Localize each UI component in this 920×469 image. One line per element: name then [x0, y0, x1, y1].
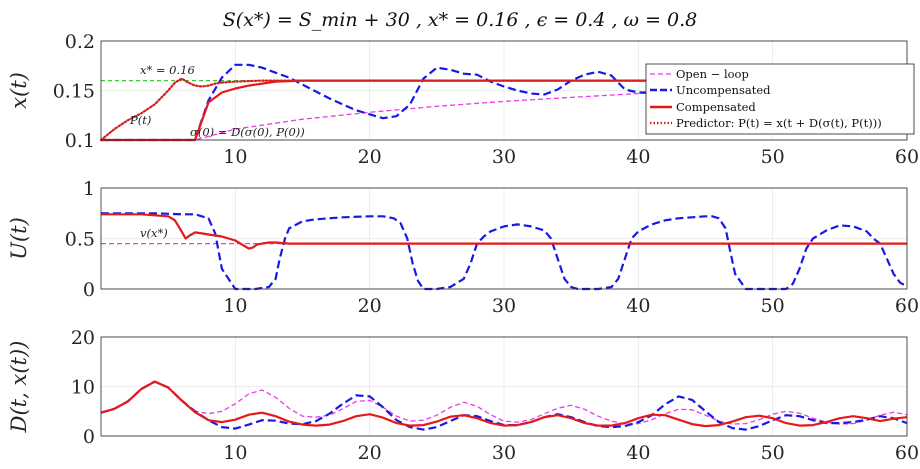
x-tick-label: 60: [895, 146, 919, 168]
y-tick-label: 0: [83, 279, 95, 301]
x-tick-label: 10: [223, 295, 247, 317]
x-tick-label: 60: [895, 442, 919, 464]
legend-label-open-loop: Open − loop: [676, 67, 749, 81]
x-tick-label: 50: [761, 146, 785, 168]
panel-u: 10 20 30 40 50 60 0 0.5 1 U(t) v(x*): [7, 178, 919, 317]
legend-label-uncompensated: Uncompensated: [676, 83, 771, 97]
y-axis-label: x(t): [7, 72, 31, 109]
y-tick-label: 0.2: [65, 31, 95, 53]
x-tick-label: 30: [492, 442, 516, 464]
axes-frame: [100, 336, 908, 437]
annotation-p: P(t): [129, 113, 151, 127]
panel-x: 10 20 30 40 50 60 0.1 0.15 0.2 x(t) x* = 0.16 P(…: [7, 31, 919, 168]
tick-labels: 10 20 30 40 50 60 0 10 20: [71, 327, 919, 464]
series-line-uncompensated: [101, 212, 908, 291]
x-tick-label: 30: [492, 146, 516, 168]
series-line-compensated: [100, 380, 908, 428]
y-tick-label: 0.5: [65, 229, 95, 251]
y-tick-label: 0.1: [65, 130, 95, 152]
x-tick-label: 50: [761, 442, 785, 464]
x-tick-label: 10: [223, 442, 247, 464]
y-tick-label: 0: [83, 426, 95, 448]
x-tick-label: 20: [358, 146, 382, 168]
tick-labels: 10 20 30 40 50 60 0.1 0.15 0.2: [53, 31, 919, 168]
legend-label-compensated: Compensated: [676, 100, 756, 114]
x-tick-label: 30: [492, 295, 516, 317]
annotation-v: v(x*): [140, 226, 168, 240]
legend-box: [645, 63, 915, 135]
series-line-predictor-p-t-x-t-d-t-p-t: [99, 77, 909, 142]
legend-label-predictor: Predictor: P(t) = x(t + D(σ(t), P(t))): [676, 116, 882, 130]
x-tick-label: 60: [895, 295, 919, 317]
x-tick-label: 50: [761, 295, 785, 317]
series-line-compensated: [101, 213, 907, 250]
panel-d: 10 20 30 40 50 60 0 10 20 D(t, x(t)): [7, 327, 919, 464]
x-tick-label: 40: [626, 442, 650, 464]
series-group: [100, 380, 908, 431]
y-tick-label: 10: [71, 377, 95, 399]
y-tick-label: 1: [83, 178, 95, 200]
y-axis-label: U(t): [7, 217, 31, 260]
x-tick-label: 20: [358, 295, 382, 317]
y-tick-label: 0.15: [53, 81, 95, 103]
legend: Open − loop Uncompensated Compensated Pr…: [645, 63, 915, 135]
figure-title: S(x*) = S_min + 30 , x* = 0.16 , ϵ = 0.4…: [223, 9, 698, 31]
annotation-sigma: σ(0) = D(σ(0), P(0)): [190, 125, 305, 139]
x-tick-label: 40: [626, 146, 650, 168]
annotation-xstar: x* = 0.16: [140, 63, 195, 77]
y-tick-label: 20: [71, 327, 95, 349]
y-axis-label: D(t, x(t)): [7, 341, 31, 434]
x-tick-label: 20: [358, 442, 382, 464]
x-tick-label: 40: [626, 295, 650, 317]
series-line-open-loop: [100, 380, 908, 425]
axes-frame: [100, 187, 908, 290]
grid-lines: [101, 187, 908, 290]
series-group: [101, 212, 908, 291]
tick-labels: 10 20 30 40 50 60 0 0.5 1: [65, 178, 919, 317]
x-tick-label: 10: [223, 146, 247, 168]
